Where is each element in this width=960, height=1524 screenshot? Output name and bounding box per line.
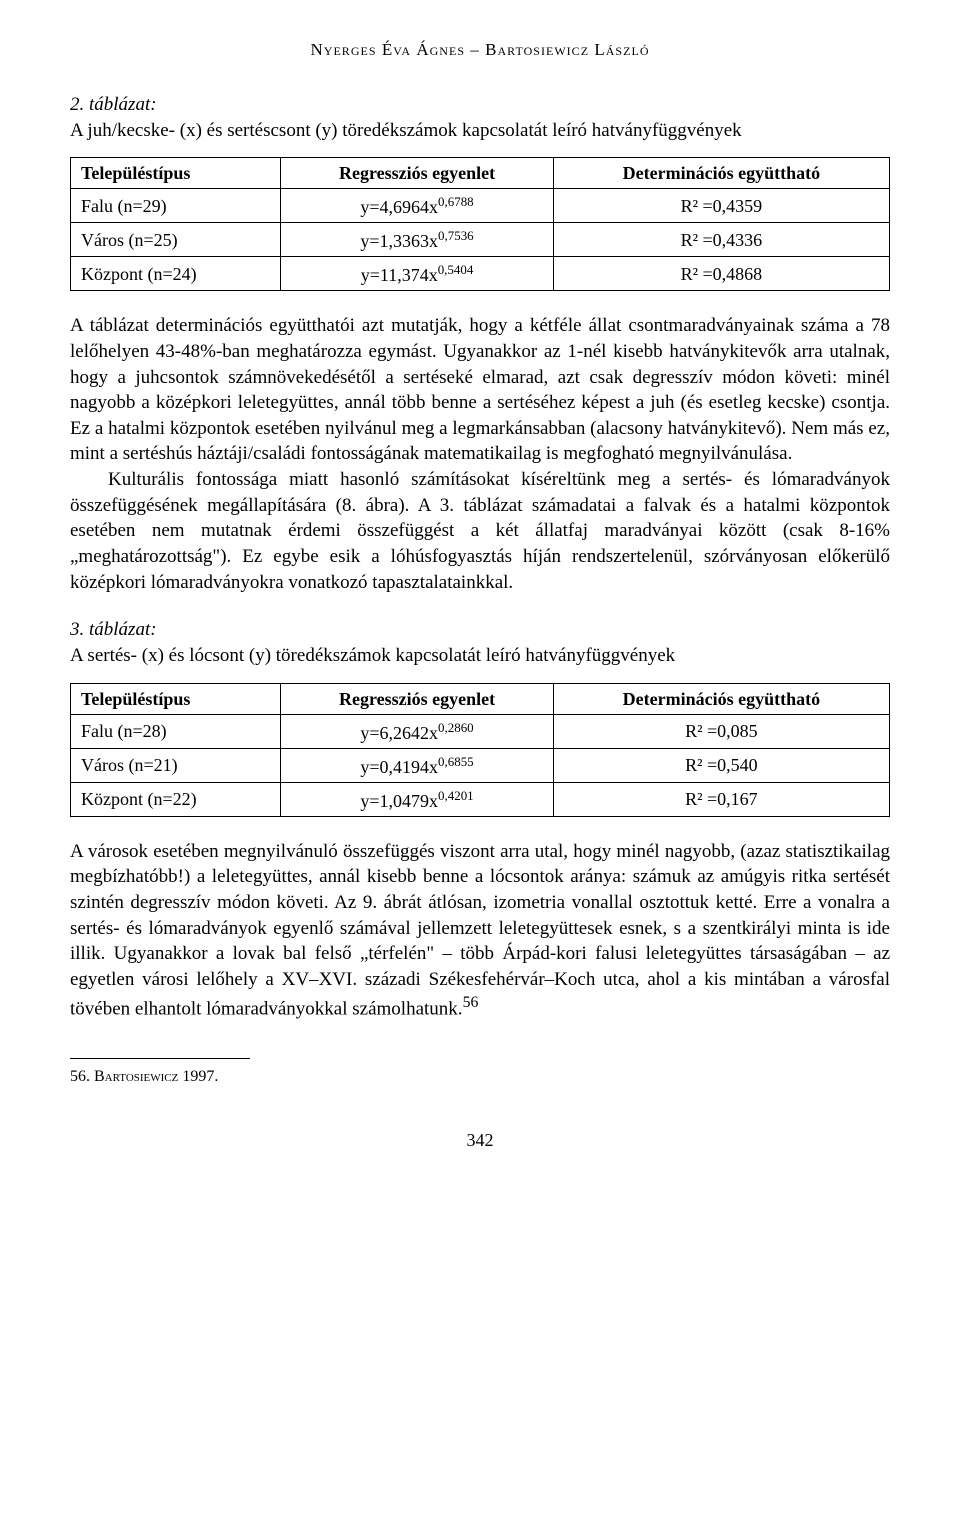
- paragraph-1a: A táblázat determinációs együtthatói azt…: [70, 315, 890, 464]
- table-2-cell-r2: R² =0,540: [553, 748, 889, 782]
- running-header: Nyerges Éva Ágnes – Bartosiewicz László: [70, 40, 890, 60]
- table-2: Településtípus Regressziós egyenlet Dete…: [70, 683, 890, 817]
- paragraph-1: A táblázat determinációs együtthatói azt…: [70, 313, 890, 595]
- table-2-row: Város (n=21)y=0,4194x0,6855R² =0,540: [71, 748, 890, 782]
- table-1-header-col3: Determinációs együttható: [553, 158, 889, 189]
- paragraph-2: A városok esetében megnyilvánuló összefü…: [70, 839, 890, 1023]
- table-1-row: Falu (n=29)y=4,6964x0,6788R² =0,4359: [71, 189, 890, 223]
- table-2-title: A sertés- (x) és lócsont (y) töredékszám…: [70, 645, 675, 666]
- table-2-row: Központ (n=22)y=1,0479x0,4201R² =0,167: [71, 782, 890, 816]
- footnote-56-text: 56. Bartosiewicz 1997.: [70, 1068, 218, 1085]
- table-1-cell-r2: R² =0,4336: [553, 223, 889, 257]
- table-2-cell-r2: R² =0,085: [553, 714, 889, 748]
- footnote-ref-56: 56: [463, 994, 479, 1011]
- table-2-cell-type: Központ (n=22): [71, 782, 281, 816]
- footnote-56: 56. Bartosiewicz 1997.: [70, 1067, 890, 1088]
- table-2-cell-equation: y=0,4194x0,6855: [281, 748, 554, 782]
- table-1-cell-type: Központ (n=24): [71, 257, 281, 291]
- table-1-cell-type: Falu (n=29): [71, 189, 281, 223]
- table-1-cell-equation: y=1,3363x0,7536: [281, 223, 554, 257]
- table-2-cell-equation: y=1,0479x0,4201: [281, 782, 554, 816]
- paragraph-1b: Kulturális fontossága miatt hasonló szám…: [70, 467, 890, 595]
- table-1-cell-r2: R² =0,4868: [553, 257, 889, 291]
- page-number: 342: [70, 1130, 890, 1151]
- table-1-cell-type: Város (n=25): [71, 223, 281, 257]
- table-1-cell-equation: y=4,6964x0,6788: [281, 189, 554, 223]
- table-2-header-col3: Determinációs együttható: [553, 683, 889, 714]
- paragraph-2-text: A városok esetében megnyilvánuló összefü…: [70, 841, 890, 1020]
- table-2-cell-equation: y=6,2642x0,2860: [281, 714, 554, 748]
- table-1-caption: 2. táblázat: A juh/kecske- (x) és sertés…: [70, 92, 890, 143]
- table-2-number: 3. táblázat:: [70, 619, 157, 640]
- table-1-row: Központ (n=24)y=11,374x0,5404R² =0,4868: [71, 257, 890, 291]
- table-2-row: Falu (n=28)y=6,2642x0,2860R² =0,085: [71, 714, 890, 748]
- table-2-caption: 3. táblázat: A sertés- (x) és lócsont (y…: [70, 617, 890, 668]
- table-2-cell-type: Város (n=21): [71, 748, 281, 782]
- table-1-header-col1: Településtípus: [71, 158, 281, 189]
- table-1-row: Város (n=25)y=1,3363x0,7536R² =0,4336: [71, 223, 890, 257]
- table-2-cell-r2: R² =0,167: [553, 782, 889, 816]
- table-1-title: A juh/kecske- (x) és sertéscsont (y) tör…: [70, 120, 742, 141]
- table-1-number: 2. táblázat:: [70, 94, 157, 115]
- table-2-header-col2: Regressziós egyenlet: [281, 683, 554, 714]
- table-1: Településtípus Regressziós egyenlet Dete…: [70, 157, 890, 291]
- table-2-header-col1: Településtípus: [71, 683, 281, 714]
- table-2-cell-type: Falu (n=28): [71, 714, 281, 748]
- footnote-divider: [70, 1058, 250, 1059]
- table-1-cell-r2: R² =0,4359: [553, 189, 889, 223]
- table-1-header-col2: Regressziós egyenlet: [281, 158, 554, 189]
- table-1-cell-equation: y=11,374x0,5404: [281, 257, 554, 291]
